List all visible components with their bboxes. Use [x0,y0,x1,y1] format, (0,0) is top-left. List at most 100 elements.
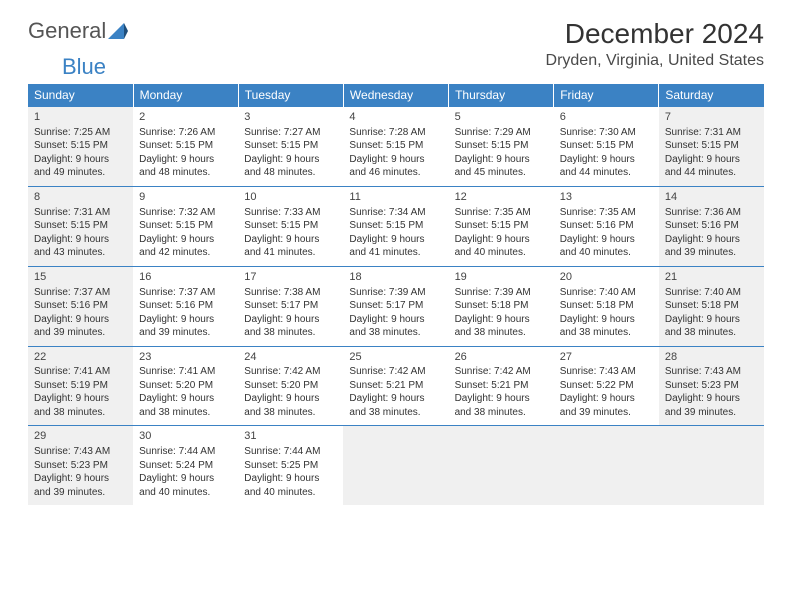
daylight-text: Daylight: 9 hours [455,392,548,406]
sunrise-text: Sunrise: 7:28 AM [349,126,442,140]
calendar-page: General December 2024 Dryden, Virginia, … [0,0,792,523]
day-cell: 29Sunrise: 7:43 AMSunset: 5:23 PMDayligh… [28,426,133,505]
daylight-text: and 42 minutes. [139,246,232,260]
day-cell: 23Sunrise: 7:41 AMSunset: 5:20 PMDayligh… [133,346,238,426]
day-cell: 20Sunrise: 7:40 AMSunset: 5:18 PMDayligh… [554,266,659,346]
daylight-text: Daylight: 9 hours [244,153,337,167]
day-number: 6 [560,110,653,125]
daylight-text: and 38 minutes. [349,326,442,340]
sunset-text: Sunset: 5:15 PM [139,219,232,233]
sunrise-text: Sunrise: 7:35 AM [560,206,653,220]
daylight-text: and 49 minutes. [34,166,127,180]
day-number: 20 [560,270,653,285]
calendar-table: SundayMondayTuesdayWednesdayThursdayFrid… [28,84,764,505]
day-cell: 19Sunrise: 7:39 AMSunset: 5:18 PMDayligh… [449,266,554,346]
sunset-text: Sunset: 5:15 PM [665,139,758,153]
daylight-text: and 43 minutes. [34,246,127,260]
sunrise-text: Sunrise: 7:37 AM [139,286,232,300]
sunset-text: Sunset: 5:20 PM [244,379,337,393]
sunrise-text: Sunrise: 7:43 AM [560,365,653,379]
day-name-tuesday: Tuesday [238,84,343,107]
sunset-text: Sunset: 5:15 PM [349,219,442,233]
sunrise-text: Sunrise: 7:39 AM [455,286,548,300]
sunset-text: Sunset: 5:24 PM [139,459,232,473]
day-number: 8 [34,190,127,205]
daylight-text: Daylight: 9 hours [244,233,337,247]
daylight-text: and 38 minutes. [665,326,758,340]
daylight-text: Daylight: 9 hours [560,392,653,406]
day-cell: 13Sunrise: 7:35 AMSunset: 5:16 PMDayligh… [554,186,659,266]
day-number: 30 [139,429,232,444]
day-cell: 27Sunrise: 7:43 AMSunset: 5:22 PMDayligh… [554,346,659,426]
day-cell: 16Sunrise: 7:37 AMSunset: 5:16 PMDayligh… [133,266,238,346]
daylight-text: and 46 minutes. [349,166,442,180]
logo-sail-icon [108,23,128,39]
daylight-text: and 48 minutes. [139,166,232,180]
sunset-text: Sunset: 5:15 PM [244,219,337,233]
daylight-text: Daylight: 9 hours [560,233,653,247]
day-cell: 8Sunrise: 7:31 AMSunset: 5:15 PMDaylight… [28,186,133,266]
daylight-text: and 40 minutes. [139,486,232,500]
sunrise-text: Sunrise: 7:43 AM [665,365,758,379]
day-number: 18 [349,270,442,285]
day-cell: 24Sunrise: 7:42 AMSunset: 5:20 PMDayligh… [238,346,343,426]
sunset-text: Sunset: 5:23 PM [34,459,127,473]
day-name-thursday: Thursday [449,84,554,107]
empty-cell [659,426,764,505]
daylight-text: and 38 minutes. [455,406,548,420]
day-number: 1 [34,110,127,125]
daylight-text: and 44 minutes. [560,166,653,180]
day-number: 23 [139,350,232,365]
daylight-text: and 39 minutes. [34,326,127,340]
daylight-text: and 40 minutes. [560,246,653,260]
sunrise-text: Sunrise: 7:40 AM [665,286,758,300]
day-number: 31 [244,429,337,444]
day-number: 9 [139,190,232,205]
sunset-text: Sunset: 5:15 PM [455,139,548,153]
day-names-row: SundayMondayTuesdayWednesdayThursdayFrid… [28,84,764,107]
daylight-text: Daylight: 9 hours [34,233,127,247]
day-number: 10 [244,190,337,205]
sunrise-text: Sunrise: 7:41 AM [34,365,127,379]
day-number: 15 [34,270,127,285]
daylight-text: and 38 minutes. [455,326,548,340]
sunrise-text: Sunrise: 7:27 AM [244,126,337,140]
sunset-text: Sunset: 5:19 PM [34,379,127,393]
daylight-text: and 45 minutes. [455,166,548,180]
daylight-text: Daylight: 9 hours [665,392,758,406]
daylight-text: Daylight: 9 hours [455,313,548,327]
sunrise-text: Sunrise: 7:42 AM [349,365,442,379]
daylight-text: and 38 minutes. [349,406,442,420]
daylight-text: Daylight: 9 hours [665,233,758,247]
day-cell: 9Sunrise: 7:32 AMSunset: 5:15 PMDaylight… [133,186,238,266]
day-number: 24 [244,350,337,365]
daylight-text: and 39 minutes. [665,406,758,420]
day-name-monday: Monday [133,84,238,107]
sunrise-text: Sunrise: 7:42 AM [455,365,548,379]
day-cell: 1Sunrise: 7:25 AMSunset: 5:15 PMDaylight… [28,107,133,187]
sunrise-text: Sunrise: 7:42 AM [244,365,337,379]
week-row: 8Sunrise: 7:31 AMSunset: 5:15 PMDaylight… [28,186,764,266]
sunset-text: Sunset: 5:17 PM [244,299,337,313]
daylight-text: Daylight: 9 hours [244,392,337,406]
daylight-text: and 38 minutes. [244,406,337,420]
week-row: 29Sunrise: 7:43 AMSunset: 5:23 PMDayligh… [28,426,764,505]
day-name-saturday: Saturday [659,84,764,107]
sunrise-text: Sunrise: 7:33 AM [244,206,337,220]
logo-part2-wrap: Blue [62,54,792,80]
sunset-text: Sunset: 5:15 PM [560,139,653,153]
day-cell: 7Sunrise: 7:31 AMSunset: 5:15 PMDaylight… [659,107,764,187]
sunset-text: Sunset: 5:15 PM [244,139,337,153]
day-cell: 18Sunrise: 7:39 AMSunset: 5:17 PMDayligh… [343,266,448,346]
sunrise-text: Sunrise: 7:30 AM [560,126,653,140]
week-row: 15Sunrise: 7:37 AMSunset: 5:16 PMDayligh… [28,266,764,346]
sunset-text: Sunset: 5:18 PM [455,299,548,313]
day-number: 4 [349,110,442,125]
day-cell: 4Sunrise: 7:28 AMSunset: 5:15 PMDaylight… [343,107,448,187]
daylight-text: and 40 minutes. [455,246,548,260]
daylight-text: and 38 minutes. [560,326,653,340]
day-number: 16 [139,270,232,285]
day-number: 2 [139,110,232,125]
daylight-text: Daylight: 9 hours [139,153,232,167]
day-number: 5 [455,110,548,125]
